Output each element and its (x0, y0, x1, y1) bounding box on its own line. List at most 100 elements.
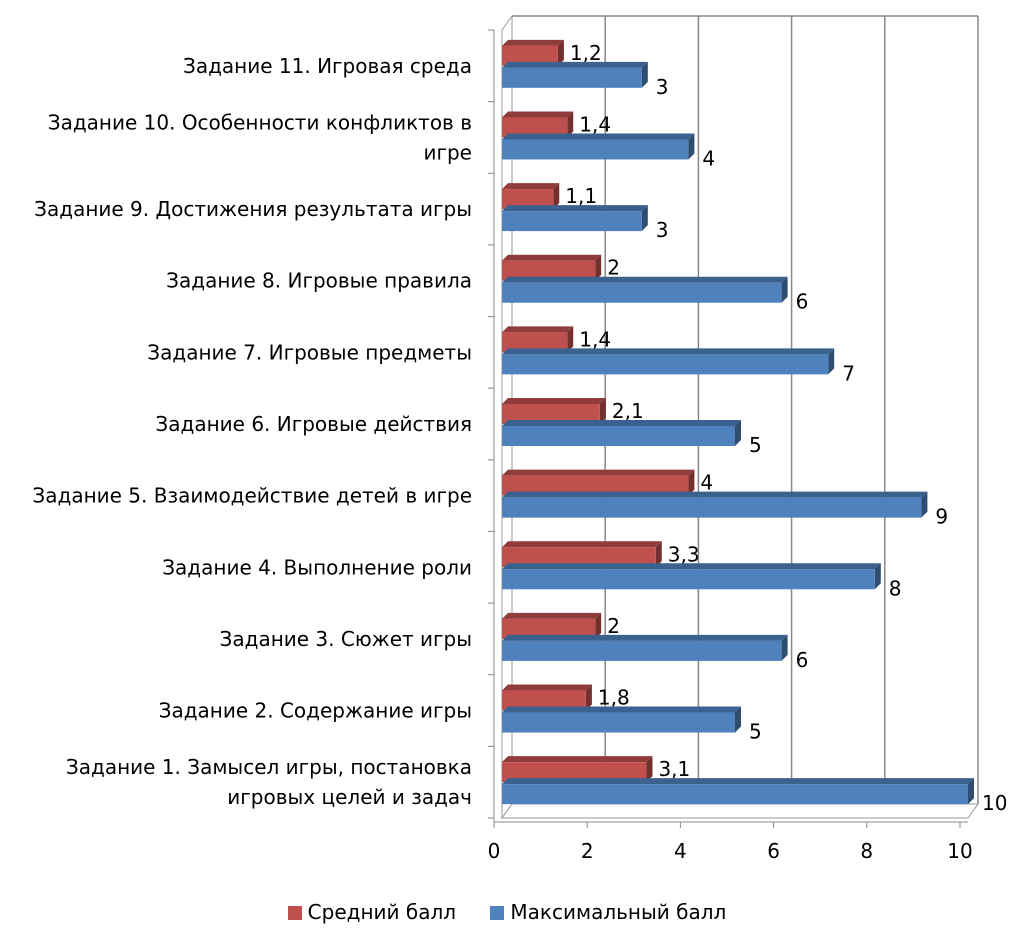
bar-average (502, 547, 656, 568)
data-label-average: 1,1 (565, 184, 597, 208)
bar-average-side (585, 684, 592, 711)
x-tick-label: 6 (767, 839, 780, 863)
bar-max-side (781, 634, 788, 661)
category-label: Задание 9. Достижения результата игры (34, 197, 472, 221)
bar-max-side (688, 133, 695, 160)
data-label-average: 1,8 (598, 686, 630, 710)
category-label: Задание 11. Игровая среда (183, 54, 472, 78)
bar-max-side (735, 420, 741, 446)
data-label-max: 5 (749, 433, 762, 457)
bar-average-top (502, 398, 606, 404)
bar-average (502, 690, 586, 711)
bar-average (502, 475, 689, 496)
bar-max-top (502, 491, 928, 498)
category-label: Задание 10. Особенности конфликтов в (48, 110, 472, 134)
bar-average-side (655, 541, 662, 568)
data-label-average: 2,1 (612, 399, 644, 423)
bar-average-top (502, 541, 662, 548)
legend: Средний балл Максимальный балл (0, 900, 1014, 924)
category-label: игре (423, 140, 472, 164)
bar-max (502, 211, 642, 232)
bar-max-top (502, 563, 881, 570)
bar-max-top (502, 276, 788, 283)
data-label-max: 6 (796, 290, 809, 314)
data-label-average: 1,4 (579, 327, 611, 351)
bar-max (502, 497, 922, 518)
bar-average (502, 618, 596, 639)
legend-label-average: Средний балл (307, 900, 457, 924)
bar-average-side (553, 183, 560, 210)
bar-average-side (567, 111, 574, 138)
legend-swatch-max (490, 906, 505, 920)
bar-chart: 0 2 4 6 8 10 Задание 1. Замысел игры, постанов… (32, 14, 1007, 863)
x-tick-label: 4 (674, 839, 687, 863)
x-tick-label: 2 (581, 839, 594, 863)
bar-average-side (599, 398, 606, 424)
data-label-average: 2 (607, 256, 620, 280)
bar-average (502, 45, 558, 66)
x-tick-label: 0 (488, 839, 501, 863)
bar-max-top (502, 634, 788, 641)
data-label-average: 3,3 (668, 542, 700, 566)
category-label: Задание 4. Выполнение роли (162, 555, 472, 579)
bar-max-top (502, 706, 741, 713)
legend-swatch-average (287, 906, 302, 920)
bar-max-top (502, 61, 648, 68)
category-label: Задание 7. Игровые предметы (147, 340, 472, 364)
bar-average-side (646, 756, 653, 783)
bar-max-side (781, 276, 788, 303)
bar-max-side (828, 348, 835, 375)
legend-label-max: Максимальный балл (510, 900, 727, 924)
bar-average (502, 117, 568, 138)
legend-item-max: Максимальный балл (490, 900, 726, 924)
bar-average-top (502, 111, 574, 118)
bar-max (502, 784, 968, 805)
bar-max-top (502, 133, 695, 140)
bar-average-top (502, 39, 564, 46)
bar-average (502, 762, 647, 783)
bar-average-top (502, 326, 574, 333)
category-label: Задание 6. Игровые действия (155, 412, 472, 436)
bar-average-side (688, 469, 695, 496)
bar-max (502, 139, 689, 160)
bar-max-side (641, 61, 648, 88)
data-label-max: 9 (935, 505, 948, 529)
bar-average (502, 404, 600, 424)
bar-average (502, 332, 568, 353)
data-label-max: 6 (796, 648, 809, 672)
bar-max (502, 569, 875, 590)
bar-max-side (921, 491, 928, 518)
category-label: Задание 3. Сюжет игры (220, 627, 472, 651)
bar-max-top (502, 778, 974, 785)
category-label: Задание 5. Взаимодействие детей в игре (32, 484, 472, 508)
bar-max (502, 640, 782, 661)
bar-average-side (557, 39, 564, 66)
bar-max (502, 426, 735, 446)
bar-average-top (502, 684, 592, 691)
data-label-max: 7 (842, 361, 855, 385)
category-label: игровых целей и задач (227, 785, 472, 809)
data-label-max: 3 (656, 75, 669, 99)
data-label-max: 4 (702, 146, 715, 170)
x-tick-label: 10 (947, 839, 972, 863)
category-label: Задание 1. Замысел игры, постановка (66, 755, 472, 779)
bar-average (502, 260, 596, 281)
bar-max-top (502, 420, 741, 426)
bar-average-top (502, 469, 695, 476)
bar-average-side (567, 326, 574, 353)
bar-max (502, 712, 735, 733)
data-label-average: 4 (700, 471, 713, 495)
bar-average-top (502, 756, 653, 763)
data-label-max: 3 (656, 218, 669, 242)
bar-average-top (502, 183, 560, 190)
bar-average-top (502, 612, 602, 619)
bar-max-top (502, 348, 835, 355)
category-label: Задание 8. Игровые правила (166, 269, 472, 293)
bar-max-side (968, 778, 974, 805)
x-tick-label: 8 (860, 839, 873, 863)
data-label-max: 5 (749, 720, 762, 744)
bar-max-top (502, 205, 648, 212)
bar-max-side (641, 205, 648, 232)
data-label-max: 10 (982, 791, 1007, 815)
